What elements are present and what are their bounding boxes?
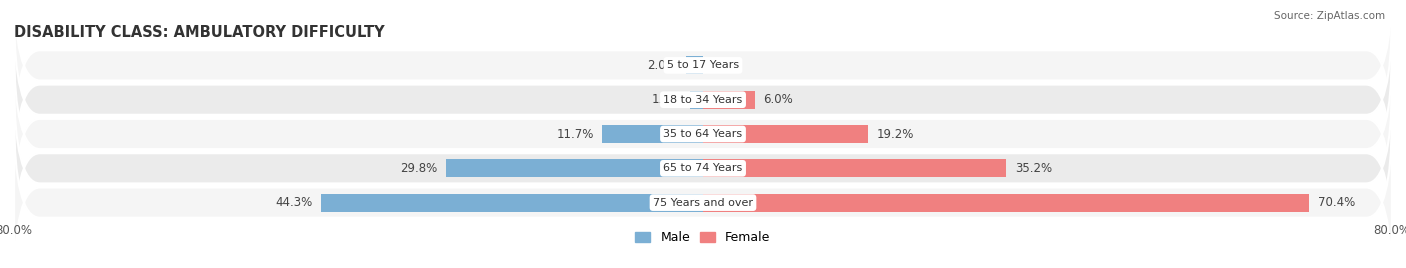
Text: 11.7%: 11.7% (557, 128, 593, 140)
Legend: Male, Female: Male, Female (636, 231, 770, 244)
Text: 1.5%: 1.5% (652, 93, 682, 106)
Bar (602, 125, 703, 143)
Text: 2.0%: 2.0% (647, 59, 678, 72)
Text: 75 Years and over: 75 Years and over (652, 198, 754, 208)
Bar (690, 91, 703, 109)
FancyBboxPatch shape (14, 46, 1392, 222)
Bar (703, 91, 755, 109)
Text: Source: ZipAtlas.com: Source: ZipAtlas.com (1274, 11, 1385, 21)
Text: 65 to 74 Years: 65 to 74 Years (664, 163, 742, 173)
Bar (703, 194, 1309, 211)
Text: 35.2%: 35.2% (1015, 162, 1052, 175)
FancyBboxPatch shape (14, 115, 1392, 268)
Text: 5 to 17 Years: 5 to 17 Years (666, 60, 740, 70)
Text: 35 to 64 Years: 35 to 64 Years (664, 129, 742, 139)
Bar (686, 57, 703, 74)
Bar (322, 194, 703, 211)
Text: 6.0%: 6.0% (763, 93, 793, 106)
FancyBboxPatch shape (14, 12, 1392, 188)
Bar (446, 159, 703, 177)
Text: DISABILITY CLASS: AMBULATORY DIFFICULTY: DISABILITY CLASS: AMBULATORY DIFFICULTY (14, 25, 385, 40)
Bar (703, 159, 1007, 177)
FancyBboxPatch shape (14, 80, 1392, 256)
Text: 0.0%: 0.0% (711, 59, 741, 72)
Text: 18 to 34 Years: 18 to 34 Years (664, 95, 742, 105)
FancyBboxPatch shape (14, 0, 1392, 153)
Text: 70.4%: 70.4% (1317, 196, 1355, 209)
Text: 44.3%: 44.3% (276, 196, 314, 209)
Text: 19.2%: 19.2% (877, 128, 914, 140)
Bar (703, 125, 869, 143)
Text: 29.8%: 29.8% (401, 162, 437, 175)
